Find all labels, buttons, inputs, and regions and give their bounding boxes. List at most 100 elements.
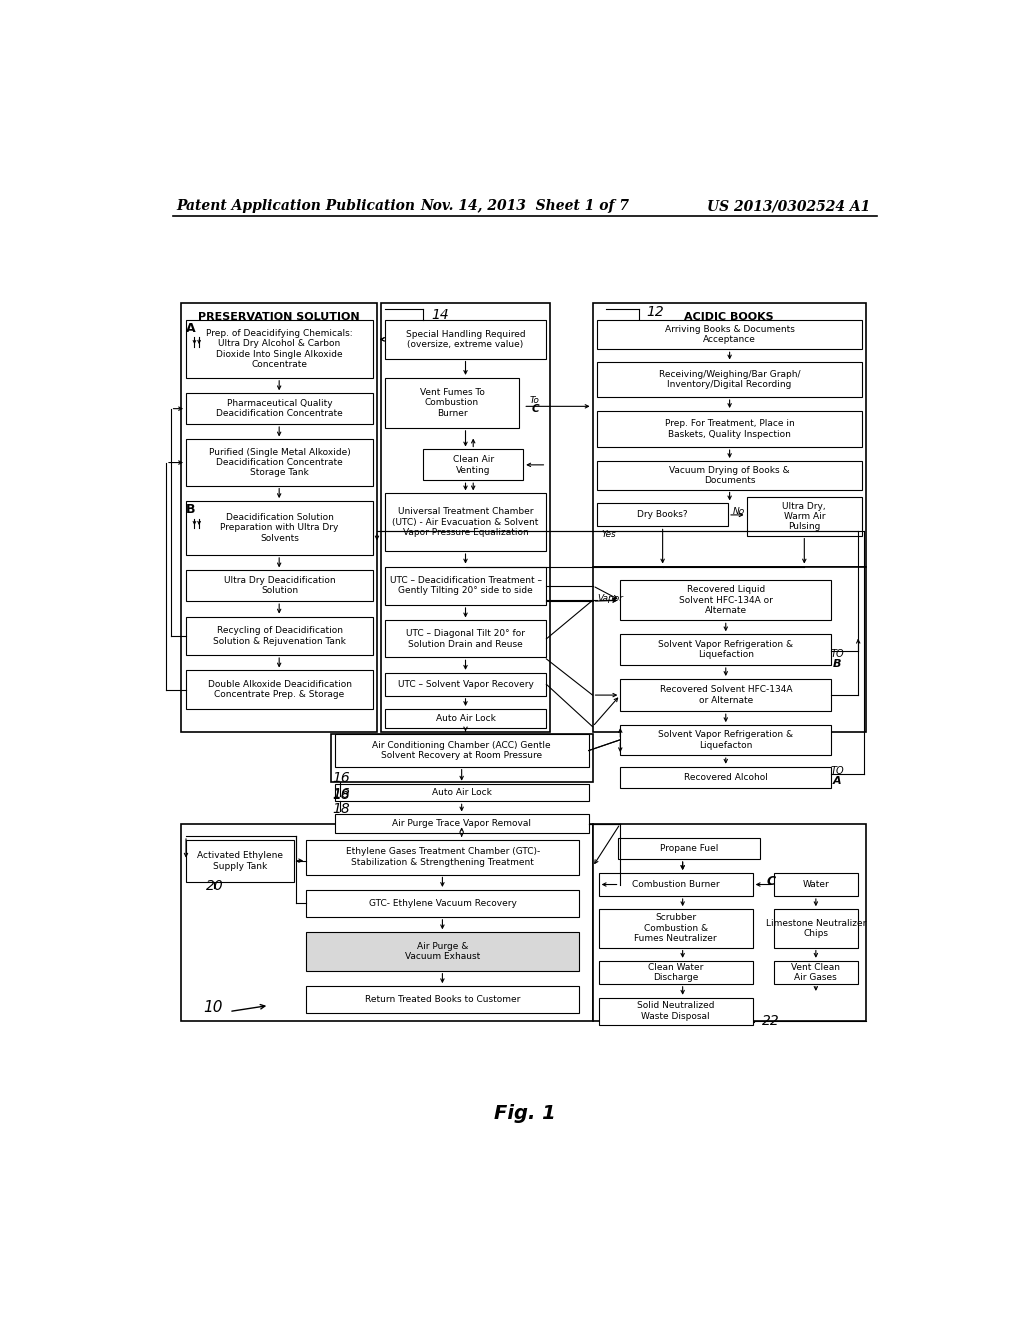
Text: Vent Clean
Air Gases: Vent Clean Air Gases bbox=[792, 962, 841, 982]
Bar bbox=[773, 909, 858, 948]
Text: Ultra Dry Deacidification
Solution: Ultra Dry Deacidification Solution bbox=[223, 576, 336, 595]
Bar bbox=[385, 709, 547, 729]
Bar bbox=[385, 321, 547, 359]
Bar bbox=[746, 498, 862, 536]
Text: Recycling of Deacidification
Solution & Rejuvenation Tank: Recycling of Deacidification Solution & … bbox=[213, 626, 346, 645]
Bar bbox=[335, 734, 589, 767]
Bar bbox=[599, 961, 753, 983]
Bar bbox=[186, 440, 373, 486]
Text: Air Purge Trace Vapor Removal: Air Purge Trace Vapor Removal bbox=[392, 820, 531, 828]
Text: A: A bbox=[186, 322, 196, 335]
Text: Prep. For Treatment, Place in
Baskets, Quality Inspection: Prep. For Treatment, Place in Baskets, Q… bbox=[665, 420, 795, 438]
Text: US 2013/0302524 A1: US 2013/0302524 A1 bbox=[707, 199, 869, 213]
Text: Recovered Solvent HFC-134A
or Alternate: Recovered Solvent HFC-134A or Alternate bbox=[659, 685, 792, 705]
Bar bbox=[597, 411, 862, 447]
Text: Arriving Books & Documents
Acceptance: Arriving Books & Documents Acceptance bbox=[665, 325, 795, 345]
Bar bbox=[335, 784, 589, 801]
Text: 14: 14 bbox=[431, 308, 449, 322]
Bar bbox=[186, 671, 373, 709]
Text: UTC – Diagonal Tilt 20° for
Solution Drain and Reuse: UTC – Diagonal Tilt 20° for Solution Dra… bbox=[406, 630, 525, 648]
Bar bbox=[385, 378, 519, 428]
Bar bbox=[385, 620, 547, 657]
Text: Double Alkoxide Deacidification
Concentrate Prep. & Storage: Double Alkoxide Deacidification Concentr… bbox=[208, 680, 351, 700]
Text: Clean Water
Discharge: Clean Water Discharge bbox=[648, 962, 703, 982]
Text: Air Purge &
Vacuum Exhaust: Air Purge & Vacuum Exhaust bbox=[406, 941, 480, 961]
Text: Recovered Alcohol: Recovered Alcohol bbox=[684, 774, 768, 781]
Bar bbox=[186, 321, 373, 378]
Text: To: To bbox=[529, 396, 540, 405]
Text: C: C bbox=[531, 404, 540, 414]
Text: Patent Application Publication: Patent Application Publication bbox=[177, 199, 416, 213]
Text: UTC – Solvent Vapor Recovery: UTC – Solvent Vapor Recovery bbox=[397, 680, 534, 689]
Bar bbox=[306, 840, 580, 875]
Text: Vent Fumes To
Combustion
Burner: Vent Fumes To Combustion Burner bbox=[420, 388, 484, 417]
Text: 12: 12 bbox=[646, 305, 665, 319]
Text: Limestone Neutralizer
Chips: Limestone Neutralizer Chips bbox=[766, 919, 866, 939]
Text: Ethylene Gases Treatment Chamber (GTC)-
Stabilization & Strengthening Treatment: Ethylene Gases Treatment Chamber (GTC)- … bbox=[346, 847, 540, 867]
Text: Prep. of Deacidifying Chemicals:
Ultra Dry Alcohol & Carbon
Dioxide Into Single : Prep. of Deacidifying Chemicals: Ultra D… bbox=[206, 329, 353, 370]
Text: Solvent Vapor Refrigeration &
Liquefacton: Solvent Vapor Refrigeration & Liquefacto… bbox=[658, 730, 794, 750]
Bar bbox=[599, 909, 753, 948]
Text: Yes: Yes bbox=[602, 531, 616, 540]
Bar bbox=[621, 581, 831, 620]
Bar bbox=[306, 986, 580, 1014]
Text: 18: 18 bbox=[333, 788, 350, 803]
Bar bbox=[617, 838, 761, 859]
Text: TO: TO bbox=[830, 767, 844, 776]
Text: Ultra Dry,
Warm Air
Pulsing: Ultra Dry, Warm Air Pulsing bbox=[782, 502, 826, 532]
Text: Solid Neutralized
Waste Disposal: Solid Neutralized Waste Disposal bbox=[637, 1002, 715, 1020]
Bar bbox=[385, 566, 547, 605]
Text: UTC – Deacidification Treatment –
Gently Tilting 20° side to side: UTC – Deacidification Treatment – Gently… bbox=[389, 576, 542, 595]
Bar bbox=[621, 635, 831, 665]
Text: Activated Ethylene
Supply Tank: Activated Ethylene Supply Tank bbox=[197, 851, 283, 871]
Text: Return Treated Books to Customer: Return Treated Books to Customer bbox=[366, 995, 520, 1005]
Text: Combustion Burner: Combustion Burner bbox=[632, 880, 720, 888]
Text: Vapor: Vapor bbox=[597, 594, 624, 603]
Text: PRESERVATION SOLUTION: PRESERVATION SOLUTION bbox=[198, 312, 359, 322]
Text: 22: 22 bbox=[762, 1014, 779, 1028]
Text: Deacidification Solution
Preparation with Ultra Dry
Solvents: Deacidification Solution Preparation wit… bbox=[220, 513, 339, 543]
Text: Receiving/Weighing/Bar Graph/
Inventory/Digital Recording: Receiving/Weighing/Bar Graph/ Inventory/… bbox=[658, 370, 801, 389]
Bar bbox=[593, 825, 866, 1020]
Text: ACIDIC BOOKS: ACIDIC BOOKS bbox=[684, 312, 774, 322]
Bar bbox=[597, 321, 862, 350]
Bar bbox=[186, 502, 373, 554]
Bar bbox=[423, 449, 523, 480]
Bar bbox=[385, 673, 547, 696]
Text: Vacuum Drying of Books &
Documents: Vacuum Drying of Books & Documents bbox=[670, 466, 790, 484]
Text: Recovered Liquid
Solvent HFC-134A or
Alternate: Recovered Liquid Solvent HFC-134A or Alt… bbox=[679, 586, 773, 615]
Text: Fig. 1: Fig. 1 bbox=[494, 1104, 556, 1123]
Text: Air Conditioning Chamber (ACC) Gentle
Solvent Recovery at Room Pressure: Air Conditioning Chamber (ACC) Gentle So… bbox=[373, 741, 551, 760]
Text: Propane Fuel: Propane Fuel bbox=[660, 843, 719, 853]
Bar bbox=[597, 503, 728, 527]
Text: Special Handling Required
(oversize, extreme value): Special Handling Required (oversize, ext… bbox=[406, 330, 525, 348]
Bar bbox=[599, 873, 753, 896]
Text: Nov. 14, 2013  Sheet 1 of 7: Nov. 14, 2013 Sheet 1 of 7 bbox=[420, 199, 630, 213]
Bar bbox=[186, 570, 373, 601]
Text: Solvent Vapor Refrigeration &
Liquefaction: Solvent Vapor Refrigeration & Liquefacti… bbox=[658, 640, 794, 660]
Bar bbox=[306, 890, 580, 917]
Text: 16: 16 bbox=[333, 771, 350, 785]
Bar bbox=[597, 363, 862, 397]
Bar bbox=[180, 304, 377, 733]
Text: B: B bbox=[186, 503, 196, 516]
Text: Water: Water bbox=[803, 880, 829, 888]
Text: 18: 18 bbox=[333, 803, 350, 816]
Bar bbox=[593, 304, 866, 566]
Text: Auto Air Lock: Auto Air Lock bbox=[432, 788, 492, 797]
Bar bbox=[186, 616, 373, 655]
Bar bbox=[621, 725, 831, 755]
Bar bbox=[335, 814, 589, 833]
Bar bbox=[306, 932, 580, 970]
Bar bbox=[773, 873, 858, 896]
Bar bbox=[621, 678, 831, 711]
Bar bbox=[773, 961, 858, 983]
Text: TO: TO bbox=[830, 649, 844, 660]
Text: Auto Air Lock: Auto Air Lock bbox=[435, 714, 496, 723]
Bar bbox=[186, 840, 294, 882]
Text: C: C bbox=[767, 875, 776, 887]
Bar bbox=[621, 767, 831, 788]
Text: GTC- Ethylene Vacuum Recovery: GTC- Ethylene Vacuum Recovery bbox=[369, 899, 517, 908]
Bar bbox=[331, 734, 593, 781]
Bar bbox=[180, 825, 593, 1020]
